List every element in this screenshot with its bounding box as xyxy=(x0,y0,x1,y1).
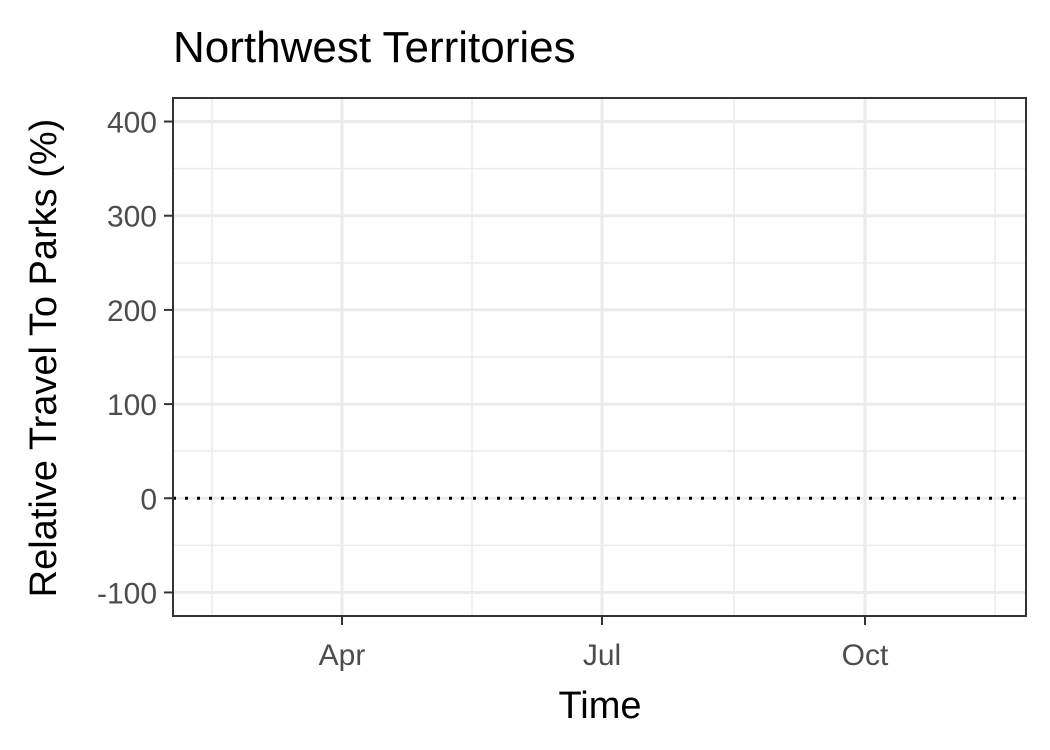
x-tick-label: Oct xyxy=(842,639,889,672)
x-tick-label: Jul xyxy=(583,639,621,672)
major-grid xyxy=(173,98,1026,616)
y-tick-label: 300 xyxy=(107,201,157,234)
y-tick-label: 100 xyxy=(107,389,157,422)
plot-panel xyxy=(172,97,1027,617)
y-axis: -100 0 100 200 300 400 xyxy=(97,107,173,610)
y-axis-title: Relative Travel To Parks (%) xyxy=(23,119,65,598)
minor-grid xyxy=(173,98,1026,616)
y-tick-label: 400 xyxy=(107,107,157,140)
y-tick-label: -100 xyxy=(97,577,157,610)
y-tick-label: 200 xyxy=(107,295,157,328)
x-tick-label: Apr xyxy=(319,639,366,672)
chart-title: Northwest Territories xyxy=(173,23,576,72)
x-axis: Apr Jul Oct xyxy=(319,616,889,672)
y-tick-label: 0 xyxy=(140,483,157,516)
x-axis-title: Time xyxy=(558,685,641,727)
